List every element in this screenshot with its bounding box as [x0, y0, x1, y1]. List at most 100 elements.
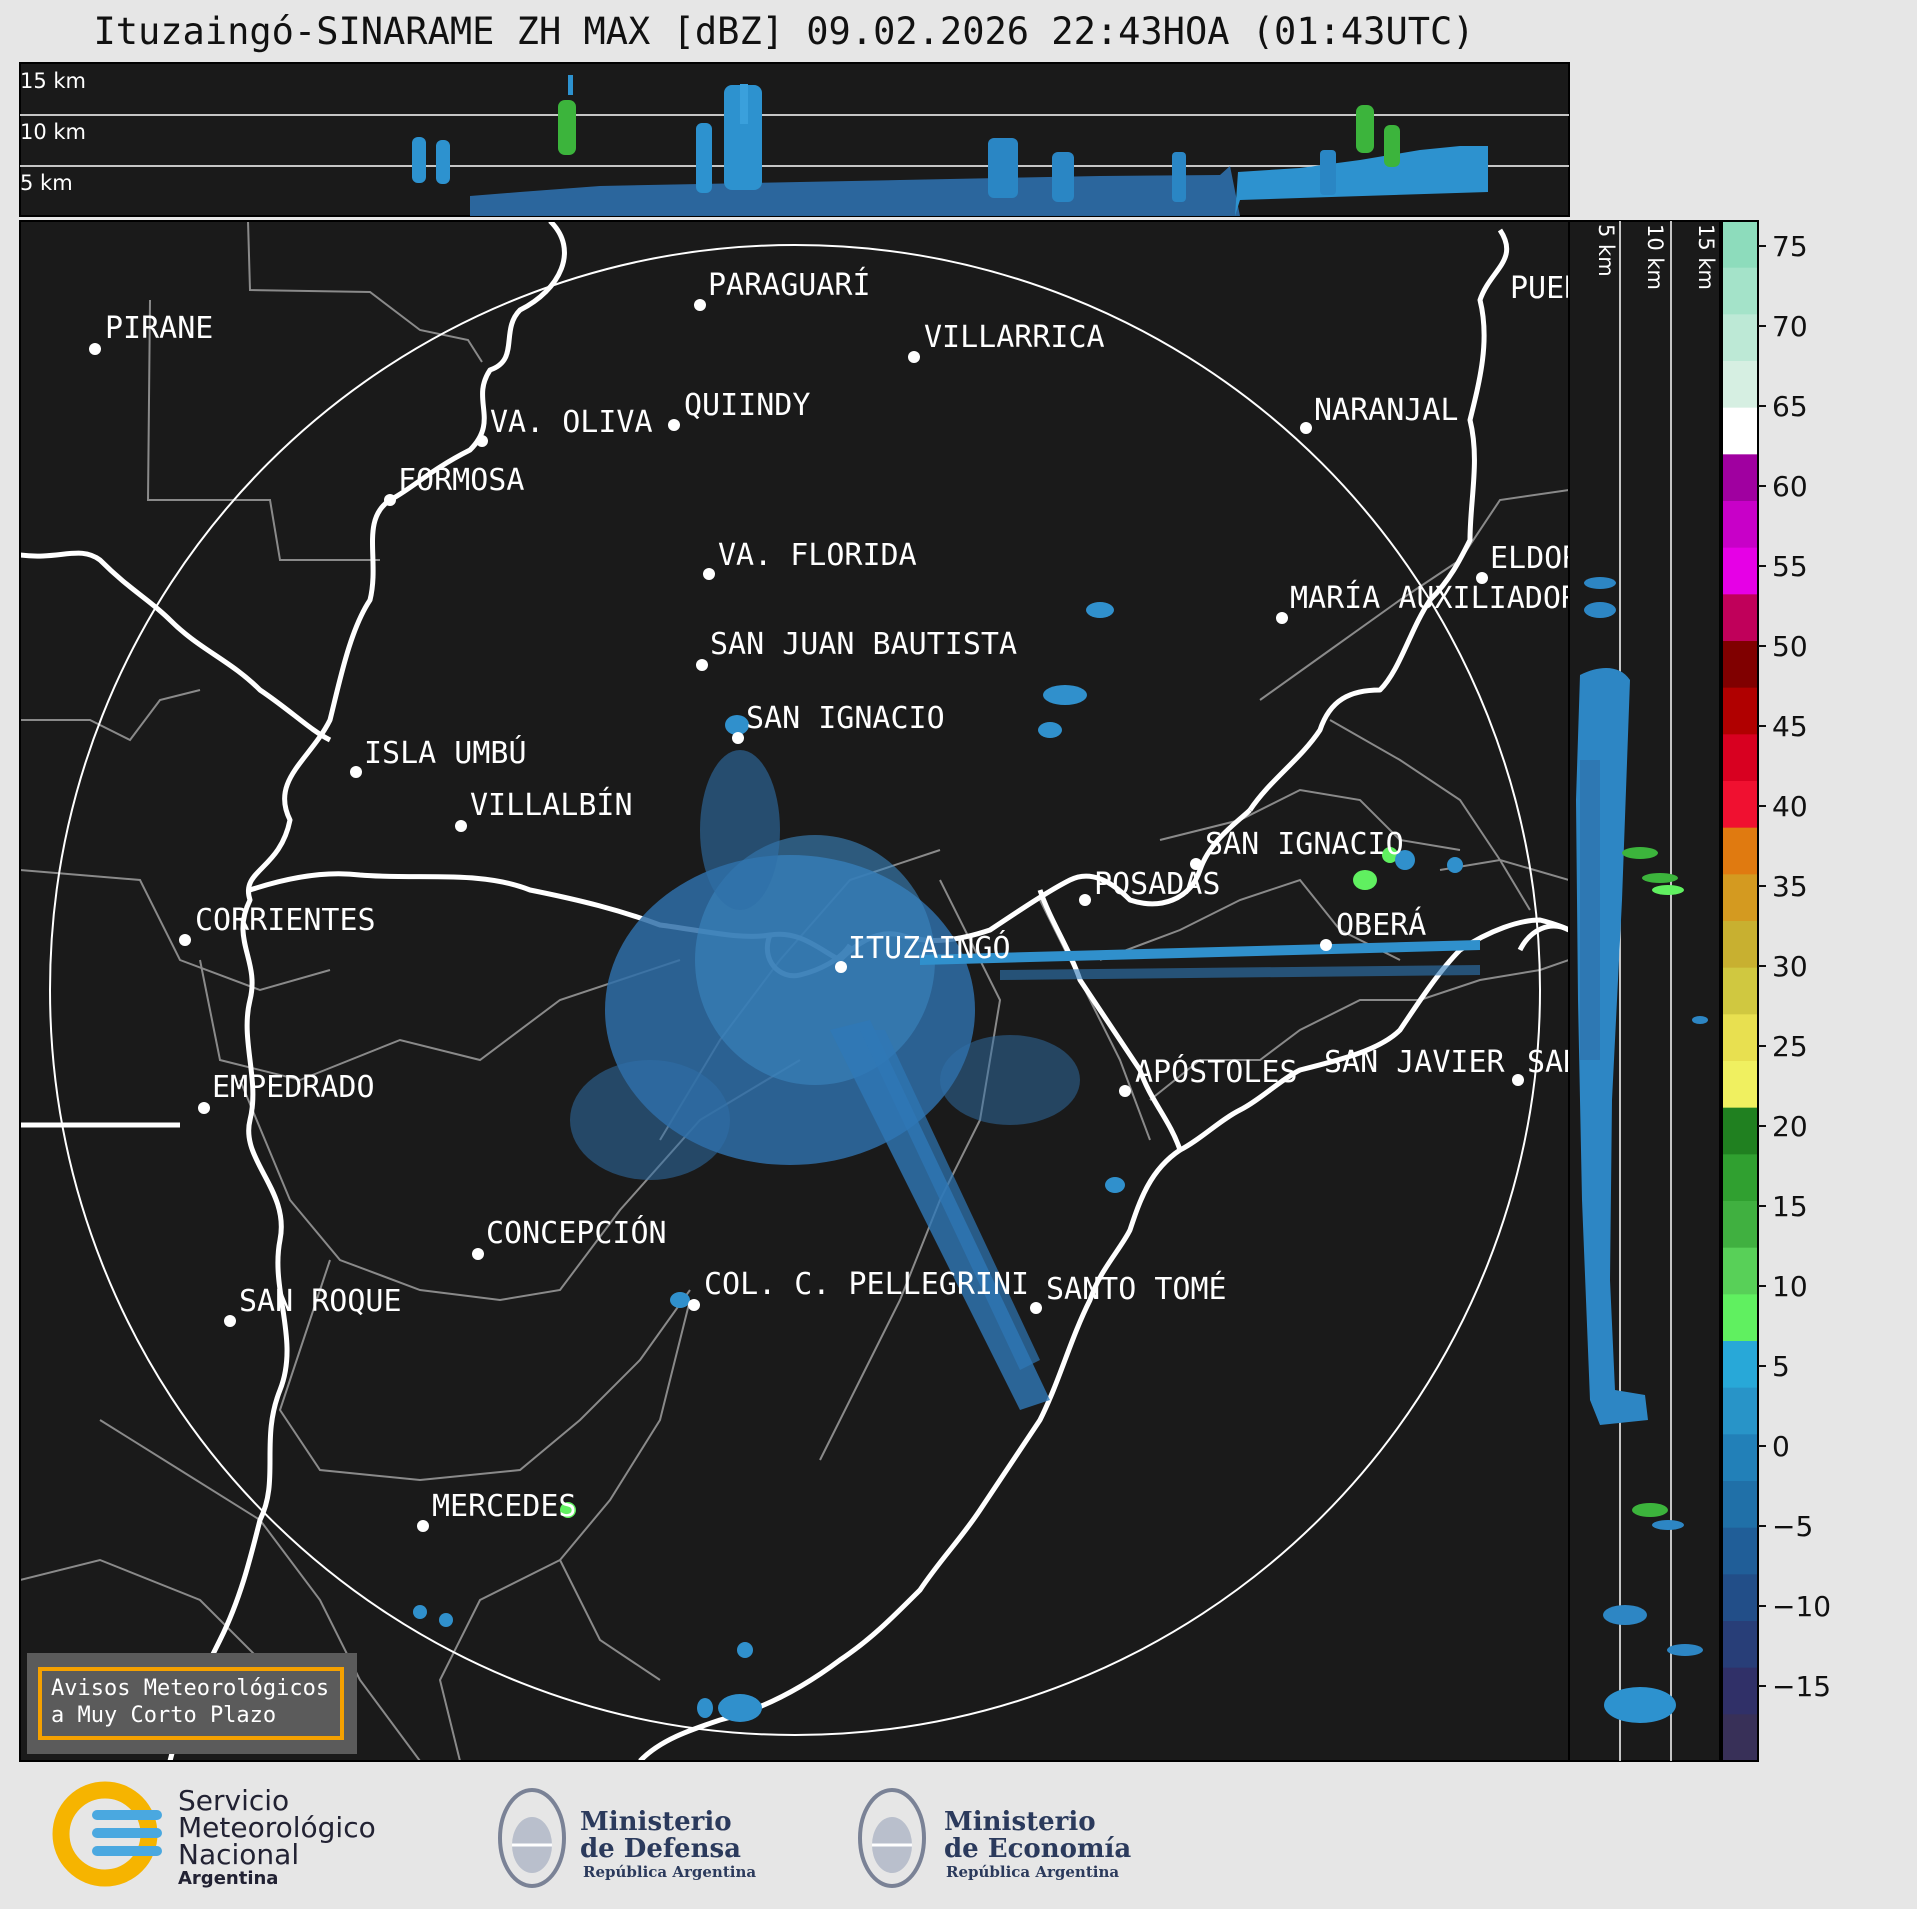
warning-line-1: Avisos Meteorológicos [51, 1676, 330, 1701]
economia-line-2: de Economía [944, 1834, 1131, 1864]
colorbar-cell [1722, 361, 1758, 409]
coat-of-arms-icon [858, 1788, 926, 1888]
city-marker [1476, 572, 1488, 584]
city-label-apostoles: APÓSTOLES [1135, 1053, 1298, 1090]
side-profile-panel: 5 km 10 km 15 km [1568, 220, 1721, 1762]
city-marker [89, 343, 101, 355]
side-alt-5km: 5 km [1594, 224, 1618, 277]
city-label-naranjal: NARANJAL [1314, 393, 1459, 428]
city-marker [455, 820, 467, 832]
city-label-san-juan-bautista: SAN JUAN BAUTISTA [710, 627, 1017, 662]
colorbar-cell [1722, 1014, 1758, 1062]
city-label-ituzaingo: ITUZAINGÓ [848, 929, 1011, 966]
city-marker [1030, 1302, 1042, 1314]
colorbar-tick-label: 25 [1772, 1030, 1808, 1063]
colorbar-cell [1722, 641, 1758, 689]
colorbar-cell [1722, 1434, 1758, 1482]
smn-logo: Servicio Meteorológico Nacional Argentin… [52, 1781, 376, 1889]
colorbar-tick-label: 70 [1772, 310, 1808, 343]
top-profile-echoes [412, 75, 1488, 216]
city-marker [179, 934, 191, 946]
city-label-va-florida: VA. FLORIDA [718, 538, 917, 573]
city-label-obera: OBERÁ [1336, 907, 1426, 943]
side-alt-15km: 15 km [1694, 224, 1718, 290]
smn-line-4: Argentina [178, 1868, 278, 1889]
city-marker [668, 419, 680, 431]
city-label-quiindy: QUIINDY [684, 388, 810, 423]
colorbar-tick-label: 0 [1772, 1430, 1790, 1463]
city-label-san-ignacio-py: SAN IGNACIO [746, 701, 945, 736]
radar-echoes [413, 602, 1480, 1722]
colorbar-cell [1722, 547, 1758, 595]
city-marker [1512, 1074, 1524, 1086]
colorbar-cell [1722, 594, 1758, 642]
city-marker [908, 351, 920, 363]
colorbar-cell [1722, 1387, 1758, 1435]
footer-logos: Servicio Meteorológico Nacional Argentin… [52, 1781, 1131, 1889]
city-label-maria-auxiliador: MARÍA AUXILIADOR [1290, 580, 1580, 616]
city-label-formosa: FORMOSA [398, 463, 524, 498]
economia-line-1: Ministerio [944, 1807, 1096, 1837]
city-label-san-roque: SAN ROQUE [239, 1284, 402, 1319]
colorbar-cell [1722, 1294, 1758, 1342]
city-label-puer: PUER [1510, 271, 1583, 306]
defensa-line-2: de Defensa [580, 1834, 741, 1864]
smn-line-2: Meteorológico [178, 1811, 376, 1844]
smn-line-1: Servicio [178, 1784, 289, 1817]
city-label-va-oliva: VA. OLIVA [490, 405, 653, 440]
colorbar-cell [1722, 1527, 1758, 1575]
colorbar-cell [1722, 1341, 1758, 1389]
colorbar-tick-label: 35 [1772, 870, 1808, 903]
defensa-logo: Ministerio de Defensa República Argentin… [498, 1788, 756, 1888]
colorbar-cell [1722, 1574, 1758, 1622]
defensa-line-3: República Argentina [583, 1863, 756, 1881]
colorbar-cell [1722, 781, 1758, 829]
city-label-san-ignacio-ar: SAN IGNACIO [1205, 827, 1404, 862]
colorbar-tick-label: 60 [1772, 470, 1808, 503]
city-marker [224, 1315, 236, 1327]
warning-link[interactable]: Avisos Meteorológicos a Muy Corto Plazo [38, 1667, 344, 1740]
city-label-eldor: ELDOR [1490, 541, 1581, 576]
colorbar-cell [1722, 1154, 1758, 1202]
city-label-mercedes: MERCEDES [432, 1489, 577, 1524]
top-alt-15km: 15 km [20, 69, 86, 93]
economia-line-3: República Argentina [946, 1863, 1119, 1881]
colorbar-cell [1722, 874, 1758, 922]
warning-banner[interactable]: Avisos Meteorológicos a Muy Corto Plazo [27, 1653, 357, 1754]
colorbar-cell [1722, 1714, 1758, 1762]
city-marker [1300, 422, 1312, 434]
city-label-villarrica: VILLARRICA [924, 320, 1105, 355]
city-marker [350, 766, 362, 778]
colorbar-tick-label: 50 [1772, 630, 1808, 663]
colorbar-cell [1722, 1247, 1758, 1295]
colorbar-cell [1722, 501, 1758, 549]
map-title: Ituzaingó-SINARAME ZH MAX [dBZ] 09.02.20… [93, 10, 1475, 53]
smn-line-3: Nacional [178, 1838, 299, 1871]
city-marker [476, 435, 488, 447]
side-alt-10km: 10 km [1643, 224, 1667, 290]
city-marker [835, 961, 847, 973]
city-marker [472, 1248, 484, 1260]
city-label-villalbin: VILLALBÍN [470, 787, 633, 823]
city-marker [696, 659, 708, 671]
colorbar-tick-label: 55 [1772, 550, 1808, 583]
side-profile-echoes [1576, 577, 1708, 1723]
colorbar-cell [1722, 267, 1758, 315]
city-label-empedrado: EMPEDRADO [212, 1070, 375, 1105]
colorbar-cell [1722, 314, 1758, 362]
city-marker [198, 1102, 210, 1114]
economia-logo: Ministerio de Economía República Argenti… [858, 1788, 1131, 1888]
colorbar-tick-label: 65 [1772, 390, 1808, 423]
colorbar-tick-label: 30 [1772, 950, 1808, 983]
city-marker [694, 299, 706, 311]
city-marker [732, 732, 744, 744]
city-marker [1079, 894, 1091, 906]
warning-line-2: a Muy Corto Plazo [51, 1703, 277, 1728]
city-marker [688, 1299, 700, 1311]
colorbar-tick-label: −5 [1772, 1510, 1813, 1543]
colorbar-cell [1722, 1481, 1758, 1529]
colorbar-tick-label: 10 [1772, 1270, 1808, 1303]
colorbar-cell [1722, 1201, 1758, 1249]
colorbar-cell [1722, 221, 1758, 269]
